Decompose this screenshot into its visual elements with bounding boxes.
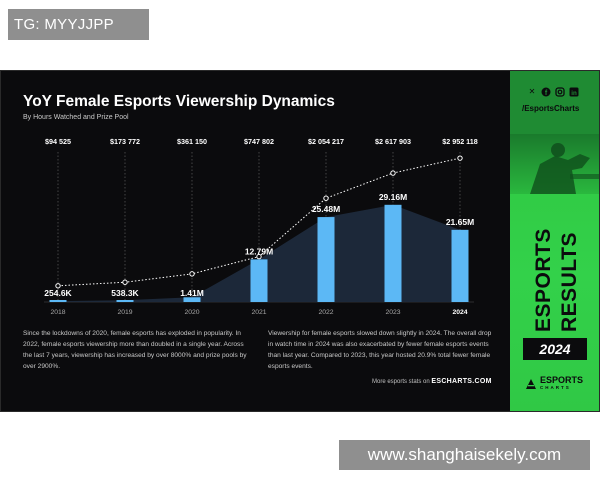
bar	[451, 229, 469, 302]
sidebar-panel: ✕ f in /EsportsCharts ESPORTS RESULTS 20…	[510, 70, 600, 412]
chart-title: YoY Female Esports Viewership Dynamics	[23, 93, 335, 110]
prize-pool-point	[256, 253, 262, 260]
x-tick-label: 2022	[318, 309, 333, 316]
x-tick-label: 2019	[117, 309, 132, 316]
facebook-icon[interactable]: f	[541, 87, 551, 97]
esports-charts-logo-icon	[526, 379, 536, 389]
vertical-text-results: RESULTS	[558, 232, 581, 332]
footer-site[interactable]: ESCHARTS.COM	[431, 378, 492, 385]
viewership-area	[58, 204, 460, 302]
x-tick-label: 2018	[50, 309, 65, 316]
x-tick-label: 2023	[385, 309, 400, 316]
prize-pool-label: $2 054 217	[308, 137, 344, 146]
social-handle[interactable]: /EsportsCharts	[522, 104, 580, 113]
logo-sub-text: CHARTS	[540, 385, 571, 390]
bar	[49, 300, 67, 302]
vertical-text-esports: ESPORTS	[532, 228, 555, 332]
footer: More esports stats on ESCHARTS.COM	[372, 378, 492, 385]
prize-pool-label: $2 617 903	[375, 137, 411, 146]
prize-pool-label: $361 150	[177, 137, 207, 146]
footer-text: More esports stats on	[372, 379, 430, 385]
bar-label: 25.48M	[312, 204, 340, 214]
chart-subtitle: By Hours Watched and Prize Pool	[23, 114, 129, 121]
x-tick-label: 2020	[184, 309, 199, 316]
watermark-bottom: www.shanghaisekely.com	[339, 440, 590, 470]
logo-main-text: ESPORTS	[540, 375, 584, 385]
bar-label: 29.16M	[379, 192, 407, 202]
bar	[116, 300, 134, 302]
player-photo	[510, 134, 600, 194]
linkedin-icon[interactable]: in	[569, 87, 579, 97]
prize-pool-label: $94 525	[45, 137, 71, 146]
x-tick-label: 2021	[251, 309, 266, 316]
bar	[317, 217, 335, 302]
svg-text:f: f	[545, 90, 548, 97]
x-tick-label: 2024	[452, 309, 467, 316]
bar	[384, 204, 402, 302]
prize-pool-point	[55, 283, 61, 289]
prize-pool-label: $173 772	[110, 137, 140, 146]
infographic-card: YoY Female Esports Viewership Dynamics B…	[0, 70, 600, 412]
bar-label: 12.79M	[245, 246, 273, 256]
social-links: ✕ f in	[527, 87, 579, 97]
watermark-top: TG: MYYJJPP	[8, 9, 149, 40]
bar-label: 254.6K	[44, 288, 72, 298]
bar	[250, 259, 268, 302]
prize-pool-label: $747 802	[244, 137, 274, 146]
chart-svg: 254.6K 538.3K 1.41M 12.79M 25.48M 29.16M 21.65…	[44, 137, 478, 316]
prize-pool-point	[457, 155, 463, 161]
bar-label: 538.3K	[111, 288, 139, 298]
prize-pool-point	[189, 271, 195, 277]
esports-charts-logo: ESPORTS CHARTS	[525, 376, 583, 392]
prize-pool-label: $2 952 118	[442, 137, 478, 146]
bar-label: 21.65M	[446, 217, 474, 227]
prize-pool-point	[390, 170, 396, 176]
bar-label: 1.41M	[180, 288, 204, 298]
description-right: Viewership for female esports slowed dow…	[268, 330, 492, 370]
bar	[183, 297, 201, 302]
year-badge: 2024	[523, 338, 587, 360]
svg-text:in: in	[571, 90, 577, 97]
sidebar-header	[510, 70, 600, 134]
instagram-icon[interactable]	[555, 87, 565, 97]
description-left: Since the lockdowns of 2020, female espo…	[23, 330, 247, 370]
prize-pool-point	[323, 195, 329, 201]
x-icon[interactable]: ✕	[528, 87, 536, 96]
prize-pool-point	[122, 279, 128, 285]
